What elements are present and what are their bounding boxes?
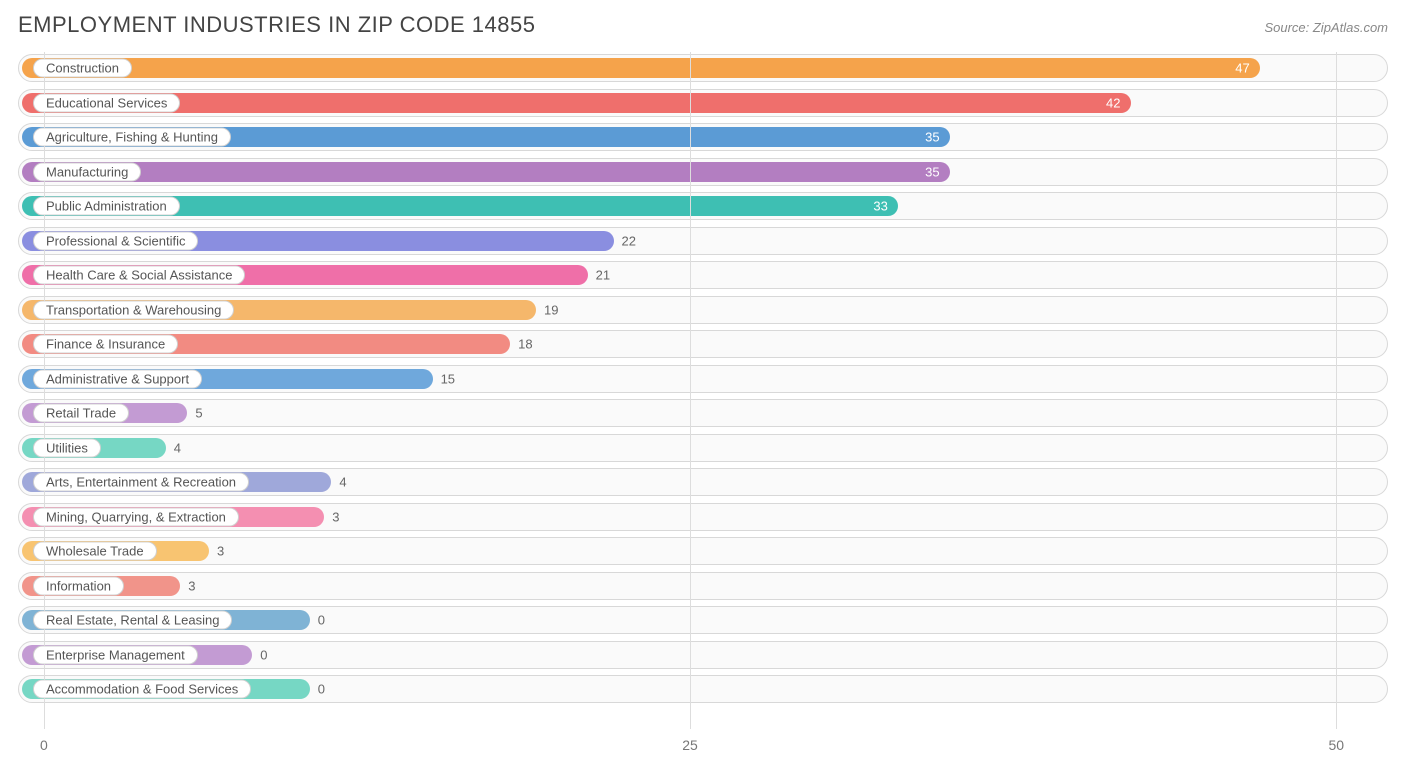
bar-track: 0 Accommodation & Food Services [18,675,1388,703]
x-tick-label: 0 [40,737,48,753]
bar-value-label: 35 [925,164,939,179]
bar-label-pill: Finance & Insurance [33,335,178,354]
bar-track: 5 Retail Trade [18,399,1388,427]
bar-label-pill: Arts, Entertainment & Recreation [33,473,249,492]
bar-value-label: 3 [332,509,339,524]
bar-fill: 42 [22,93,1131,113]
bar-value-label: 3 [188,578,195,593]
bar-label-pill: Agriculture, Fishing & Hunting [33,128,231,147]
bar-value-label: 21 [596,268,610,283]
x-tick-label: 50 [1329,737,1345,753]
bar-label-pill: Health Care & Social Assistance [33,266,245,285]
bar-value-label: 0 [318,613,325,628]
bar-track: 0 Real Estate, Rental & Leasing [18,606,1388,634]
bar-value-label: 19 [544,302,558,317]
bar-label-pill: Manufacturing [33,162,141,181]
bar-track: 3 Wholesale Trade [18,537,1388,565]
bar-track: 35 Manufacturing [18,158,1388,186]
gridline [1336,52,1337,729]
bar-track: 22 Professional & Scientific [18,227,1388,255]
bars-container: 47Construction42Educational Services35Ag… [18,52,1388,703]
bar-track: 21 Health Care & Social Assistance [18,261,1388,289]
chart-title: EMPLOYMENT INDUSTRIES IN ZIP CODE 14855 [18,12,536,38]
bar-label-pill: Educational Services [33,93,180,112]
bar-label-pill: Utilities [33,438,101,457]
bar-label-pill: Retail Trade [33,404,129,423]
bar-track: 35 Agriculture, Fishing & Hunting [18,123,1388,151]
bar-label-pill: Real Estate, Rental & Leasing [33,611,232,630]
bar-value-label: 5 [195,406,202,421]
bar-fill: 35 [22,162,950,182]
bar-value-label: 4 [174,440,181,455]
bar-label-pill: Transportation & Warehousing [33,300,234,319]
bar-value-label: 42 [1106,95,1120,110]
bar-value-label: 35 [925,130,939,145]
bar-label-pill: Enterprise Management [33,645,198,664]
bar-fill: 47 [22,58,1260,78]
bar-track: 47 Construction [18,54,1388,82]
chart-header: EMPLOYMENT INDUSTRIES IN ZIP CODE 14855 … [18,12,1388,38]
bar-track: 19 Transportation & Warehousing [18,296,1388,324]
bar-value-label: 0 [318,682,325,697]
bar-track: 0 Enterprise Management [18,641,1388,669]
bar-track: 4 Arts, Entertainment & Recreation [18,468,1388,496]
bar-label-pill: Wholesale Trade [33,542,157,561]
bar-value-label: 15 [441,371,455,386]
bar-label-pill: Administrative & Support [33,369,202,388]
bar-value-label: 3 [217,544,224,559]
chart-area: 47Construction42Educational Services35Ag… [18,52,1388,757]
bar-track: 3 Mining, Quarrying, & Extraction [18,503,1388,531]
bar-value-label: 0 [260,647,267,662]
bar-track: 15 Administrative & Support [18,365,1388,393]
bar-label-pill: Information [33,576,124,595]
bar-track: 33 Public Administration [18,192,1388,220]
bar-track: 4 Utilities [18,434,1388,462]
x-tick-label: 25 [682,737,698,753]
bar-track: 42 Educational Services [18,89,1388,117]
chart-source: Source: ZipAtlas.com [1264,20,1388,35]
gridline [690,52,691,729]
bar-value-label: 18 [518,337,532,352]
bar-value-label: 4 [339,475,346,490]
bar-label-pill: Public Administration [33,197,180,216]
x-axis: 0 25 50 [18,733,1388,757]
bar-track: 18 Finance & Insurance [18,330,1388,358]
bar-label-pill: Mining, Quarrying, & Extraction [33,507,239,526]
bar-label-pill: Professional & Scientific [33,231,198,250]
plot-region: 47Construction42Educational Services35Ag… [18,52,1388,729]
bar-value-label: 33 [873,199,887,214]
bar-value-label: 22 [622,233,636,248]
bar-label-pill: Construction [33,59,132,78]
bar-value-label: 47 [1235,61,1249,76]
bar-track: 3 Information [18,572,1388,600]
bar-label-pill: Accommodation & Food Services [33,680,251,699]
